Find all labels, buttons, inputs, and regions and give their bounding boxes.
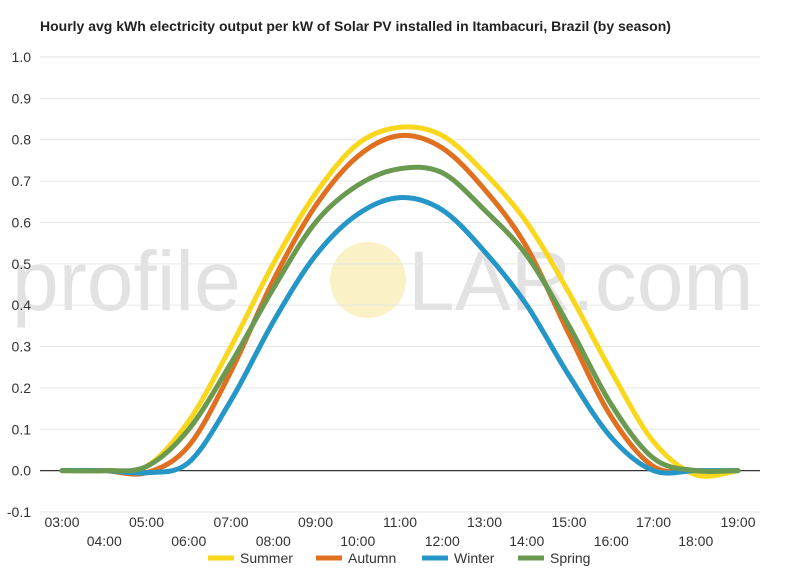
series-line-spring [59, 164, 741, 475]
x-tick-label: 10:00 [340, 533, 375, 549]
watermark-text-left: profile [12, 234, 241, 328]
y-tick-label: 0.8 [12, 132, 32, 148]
x-tick-label: 04:00 [87, 533, 122, 549]
x-tick-label: 05:00 [129, 514, 164, 530]
y-tick-label: 1.0 [12, 49, 32, 65]
legend-label-spring: Spring [550, 550, 590, 566]
x-tick-label: 12:00 [425, 533, 460, 549]
y-axis-ticks: -0.1 0.0 0.1 0.2 0.3 0.4 0.5 0.6 0.7 0.8 0.9 1.0 [7, 49, 31, 520]
legend-label-winter: Winter [454, 550, 495, 566]
x-tick-label: 15:00 [551, 514, 586, 530]
y-tick-label: 0.4 [12, 297, 32, 313]
series-lines [59, 124, 741, 479]
grid [40, 56, 760, 513]
series-line-autumn [59, 132, 741, 477]
x-tick-label: 11:00 [383, 514, 417, 530]
watermark: profile LAR.com [12, 234, 753, 328]
x-tick-label: 14:00 [509, 533, 544, 549]
x-tick-label: 19:00 [720, 514, 755, 530]
x-tick-label: 13:00 [467, 514, 502, 530]
y-tick-label: 0.7 [12, 173, 32, 189]
y-tick-label: 0.6 [12, 214, 32, 230]
y-tick-label: 0.3 [12, 339, 32, 355]
x-axis-ticks: 03:00 04:00 05:00 06:00 07:00 08:00 09:00 10:00… [44, 514, 755, 549]
legend-label-summer: Summer [240, 550, 293, 566]
legend-label-autumn: Autumn [348, 550, 396, 566]
x-tick-label: 09:00 [298, 514, 333, 530]
legend: Summer Autumn Winter Spring [208, 550, 590, 566]
series-line-summer [59, 124, 741, 479]
watermark-sun-logo [330, 242, 406, 318]
y-tick-label: 0.0 [12, 463, 32, 479]
y-tick-label: 0.5 [12, 256, 32, 272]
y-tick-label: 0.2 [12, 380, 32, 396]
y-tick-label: 0.1 [12, 421, 32, 437]
series-line-winter [59, 195, 741, 476]
x-tick-label: 18:00 [678, 533, 713, 549]
x-tick-label: 07:00 [213, 514, 248, 530]
x-tick-label: 06:00 [171, 533, 206, 549]
chart-title: Hourly avg kWh electricity output per kW… [40, 18, 671, 34]
x-tick-label: 03:00 [44, 514, 79, 530]
x-tick-label: 16:00 [594, 533, 629, 549]
y-tick-label: -0.1 [7, 504, 31, 520]
y-tick-label: 0.9 [12, 90, 32, 106]
x-tick-label: 08:00 [256, 533, 291, 549]
x-tick-label: 17:00 [636, 514, 671, 530]
